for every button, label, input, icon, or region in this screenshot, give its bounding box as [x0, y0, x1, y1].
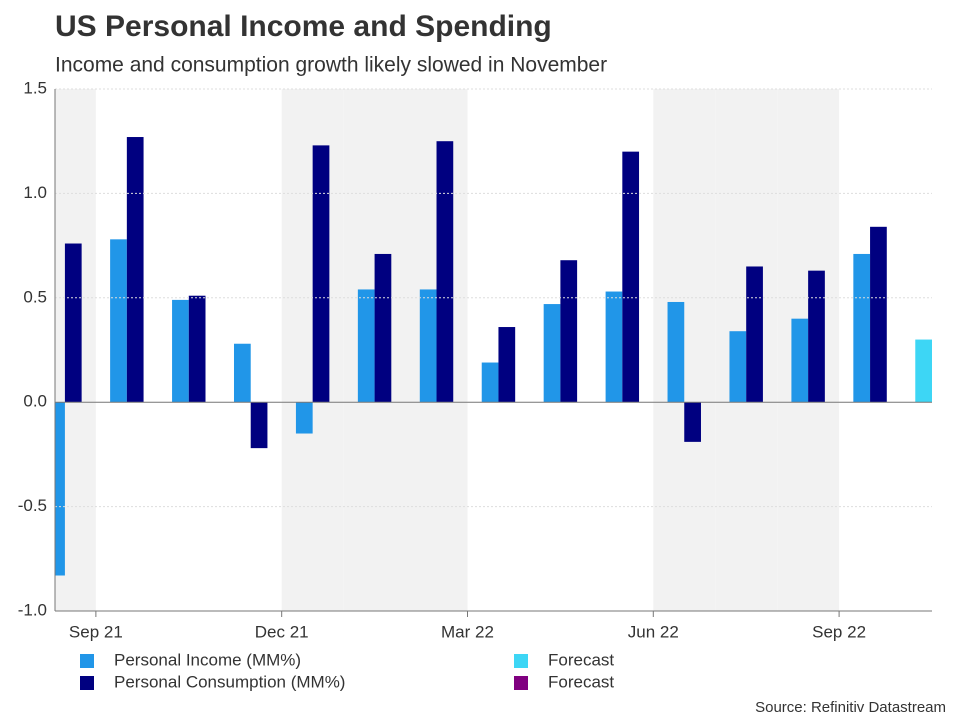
x-tick-label: Sep 22: [812, 622, 866, 641]
legend-label: Personal Consumption (MM%): [114, 672, 345, 691]
bar: [64, 243, 82, 403]
bar: [870, 226, 887, 403]
y-tick-label: 1.5: [23, 78, 47, 97]
bar: [233, 343, 251, 403]
legend-swatch: [514, 676, 528, 690]
bar: [915, 339, 932, 403]
x-tick-label: Jun 22: [628, 622, 679, 641]
bar: [295, 402, 313, 434]
legend-label: Forecast: [548, 672, 614, 691]
bar: [250, 402, 268, 449]
bar: [622, 151, 640, 403]
x-tick-label: Dec 21: [255, 622, 309, 641]
legend-label: Forecast: [548, 650, 614, 669]
chart-subtitle: Income and consumption growth likely slo…: [55, 54, 607, 77]
chart-title: US Personal Income and Spending: [55, 10, 552, 43]
bar: [808, 270, 825, 403]
bar: [55, 402, 65, 576]
y-tick-label: -1.0: [18, 600, 47, 619]
x-tick-label: Mar 22: [441, 622, 494, 641]
bar: [543, 304, 561, 403]
legend-swatch: [80, 654, 94, 668]
legend-label: Personal Income (MM%): [114, 650, 301, 669]
bar: [481, 362, 499, 403]
y-tick-label: 0.0: [23, 392, 47, 411]
bar: [172, 299, 189, 403]
y-tick-label: 1.0: [23, 183, 47, 202]
bar: [729, 331, 747, 403]
bar: [498, 327, 516, 403]
bar: [126, 137, 144, 403]
bar: [605, 291, 623, 403]
bar: [791, 318, 809, 403]
bar: [667, 301, 685, 403]
bar: [932, 360, 949, 402]
legend-swatch: [80, 676, 94, 690]
bar: [419, 289, 437, 403]
bar: [560, 260, 578, 403]
bar: [357, 289, 375, 403]
bar: [436, 141, 454, 403]
bar: [188, 295, 206, 403]
bar: [312, 145, 330, 403]
source: Source: Refinitiv Datastream: [755, 699, 946, 716]
legend-swatch: [514, 654, 528, 668]
bar: [374, 253, 392, 403]
bar: [746, 266, 763, 403]
plot: [55, 137, 949, 576]
bar: [110, 239, 127, 403]
y-tick-label: -0.5: [18, 496, 47, 515]
x-tick-label: Sep 21: [69, 622, 123, 641]
bar: [853, 253, 871, 403]
y-tick-label: 0.5: [23, 287, 47, 306]
bar: [684, 402, 701, 442]
